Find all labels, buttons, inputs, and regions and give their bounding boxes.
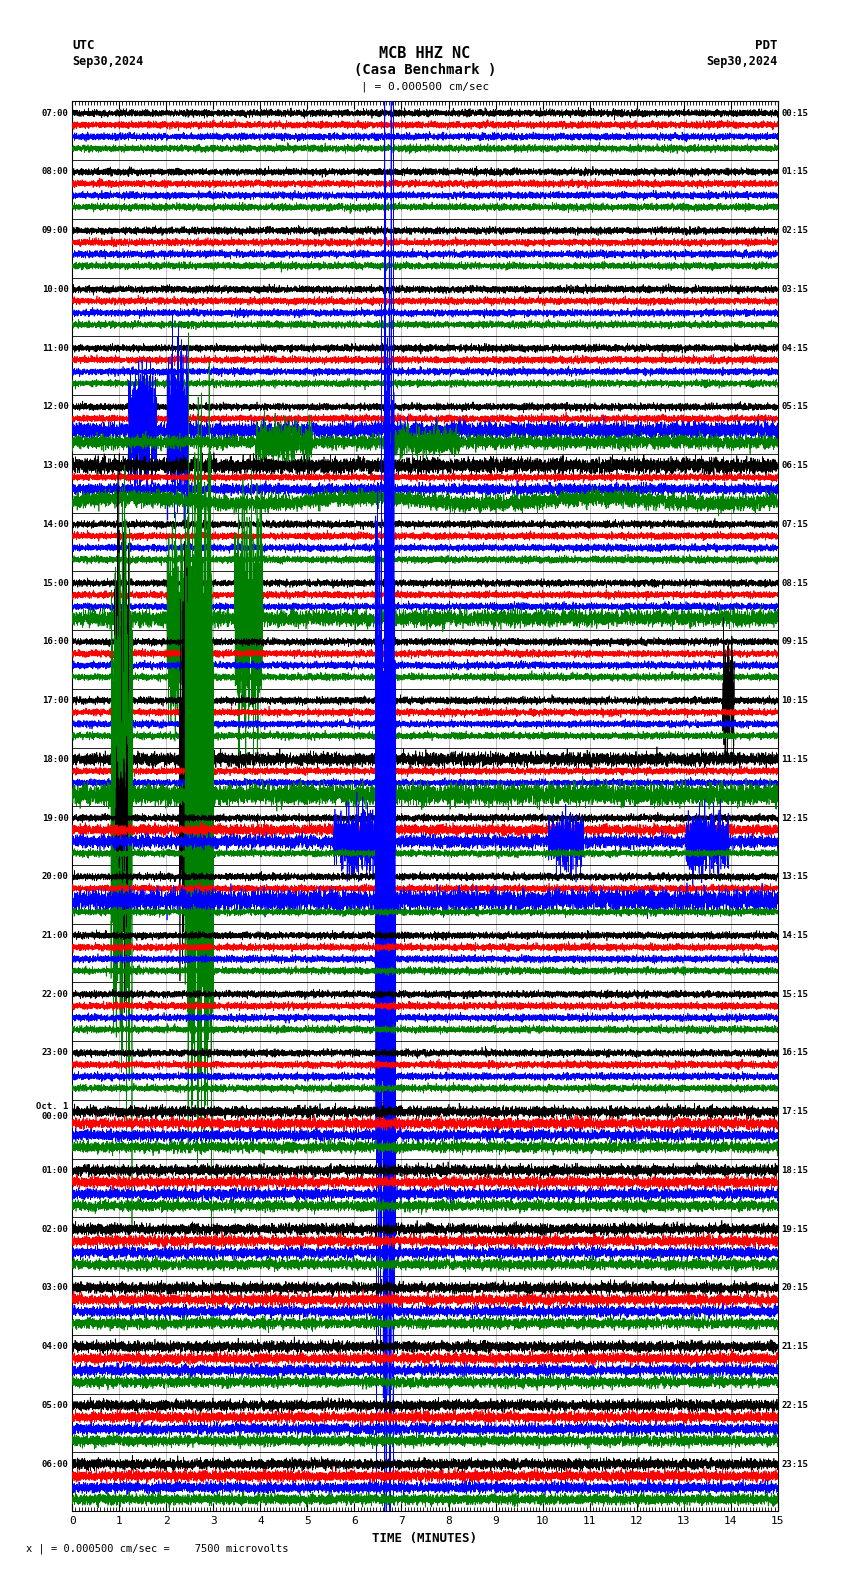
Text: 09:00: 09:00 (42, 227, 69, 234)
Text: 23:15: 23:15 (781, 1459, 808, 1468)
Text: 13:00: 13:00 (42, 461, 69, 470)
Text: 07:15: 07:15 (781, 520, 808, 529)
Text: UTC: UTC (72, 40, 94, 52)
Text: 23:00: 23:00 (42, 1049, 69, 1058)
Text: (Casa Benchmark ): (Casa Benchmark ) (354, 63, 496, 76)
Text: 19:00: 19:00 (42, 814, 69, 822)
Text: 11:15: 11:15 (781, 754, 808, 763)
Text: 17:15: 17:15 (781, 1107, 808, 1117)
Text: 18:15: 18:15 (781, 1166, 808, 1175)
Text: 18:00: 18:00 (42, 754, 69, 763)
Text: 16:00: 16:00 (42, 637, 69, 646)
Text: 15:15: 15:15 (781, 990, 808, 1000)
Text: 20:15: 20:15 (781, 1283, 808, 1293)
Text: 02:15: 02:15 (781, 227, 808, 234)
Text: Oct. 1
00:00: Oct. 1 00:00 (37, 1102, 69, 1121)
Text: 02:00: 02:00 (42, 1224, 69, 1234)
Text: 03:15: 03:15 (781, 285, 808, 295)
Text: 16:15: 16:15 (781, 1049, 808, 1058)
Text: 21:00: 21:00 (42, 931, 69, 939)
Text: 11:00: 11:00 (42, 344, 69, 353)
Text: 09:15: 09:15 (781, 637, 808, 646)
Text: 04:00: 04:00 (42, 1342, 69, 1351)
Text: Sep30,2024: Sep30,2024 (706, 55, 778, 68)
Text: 20:00: 20:00 (42, 873, 69, 881)
Text: 06:15: 06:15 (781, 461, 808, 470)
Text: MCB HHZ NC: MCB HHZ NC (379, 46, 471, 62)
Text: Sep30,2024: Sep30,2024 (72, 55, 144, 68)
Text: 12:15: 12:15 (781, 814, 808, 822)
Text: 22:15: 22:15 (781, 1400, 808, 1410)
Text: 10:15: 10:15 (781, 695, 808, 705)
Text: 22:00: 22:00 (42, 990, 69, 1000)
Text: 05:15: 05:15 (781, 402, 808, 412)
Text: 01:15: 01:15 (781, 168, 808, 176)
Text: 17:00: 17:00 (42, 695, 69, 705)
Text: 07:00: 07:00 (42, 109, 69, 117)
Text: 08:15: 08:15 (781, 578, 808, 588)
Text: 13:15: 13:15 (781, 873, 808, 881)
Text: PDT: PDT (756, 40, 778, 52)
Text: 00:15: 00:15 (781, 109, 808, 117)
Text: 14:00: 14:00 (42, 520, 69, 529)
Text: x | = 0.000500 cm/sec =    7500 microvolts: x | = 0.000500 cm/sec = 7500 microvolts (26, 1544, 288, 1554)
Text: 03:00: 03:00 (42, 1283, 69, 1293)
Text: 19:15: 19:15 (781, 1224, 808, 1234)
Text: 14:15: 14:15 (781, 931, 808, 939)
Text: 21:15: 21:15 (781, 1342, 808, 1351)
Text: 10:00: 10:00 (42, 285, 69, 295)
Text: | = 0.000500 cm/sec: | = 0.000500 cm/sec (361, 82, 489, 92)
Text: 15:00: 15:00 (42, 578, 69, 588)
X-axis label: TIME (MINUTES): TIME (MINUTES) (372, 1532, 478, 1544)
Text: 04:15: 04:15 (781, 344, 808, 353)
Text: 08:00: 08:00 (42, 168, 69, 176)
Text: 05:00: 05:00 (42, 1400, 69, 1410)
Text: 01:00: 01:00 (42, 1166, 69, 1175)
Text: 06:00: 06:00 (42, 1459, 69, 1468)
Text: 12:00: 12:00 (42, 402, 69, 412)
